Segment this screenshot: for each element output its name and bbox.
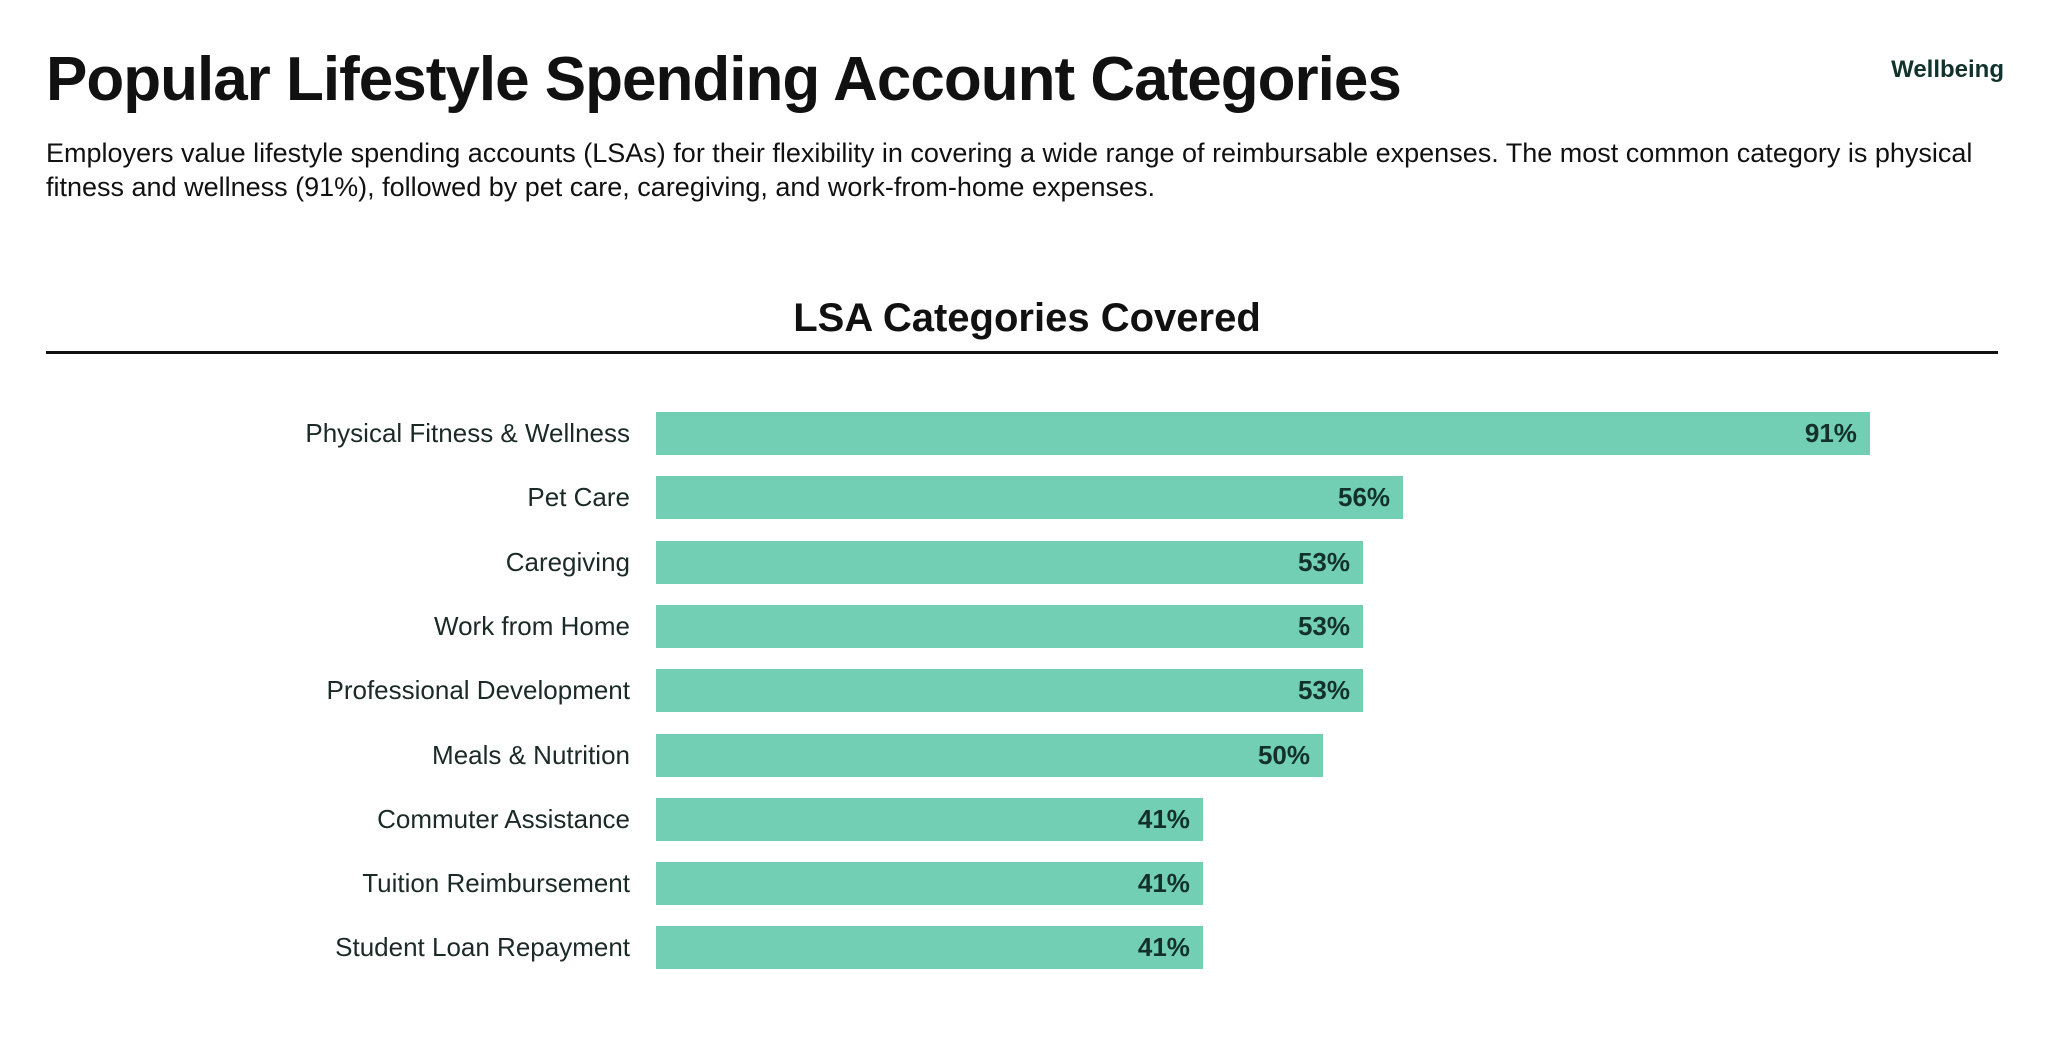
category-label: Student Loan Repayment <box>335 932 630 963</box>
bar: 53% <box>656 669 1364 713</box>
category-label: Physical Fitness & Wellness <box>305 418 630 448</box>
value-label: 53% <box>1297 675 1351 706</box>
chart-title: LSA Categories Covered <box>793 296 1261 340</box>
divider <box>46 351 1998 354</box>
category-label: Commuter Assistance <box>377 803 630 834</box>
value-label: 53% <box>1297 610 1351 641</box>
page-title: Popular Lifestyle Spending Account Categ… <box>46 45 1402 114</box>
value-label: 41% <box>1137 868 1190 899</box>
bar-row: Meals & Nutrition 50% <box>0 733 2048 777</box>
bar-row: Caregiving 53% <box>0 540 2048 584</box>
category-label: Meals & Nutrition <box>432 739 630 770</box>
bar-row: Physical Fitness & Wellness 91% <box>0 412 2048 455</box>
value-label: 50% <box>1257 739 1310 770</box>
bar-row: Professional Development 53% <box>0 669 2048 713</box>
bar-row: Tuition Reimbursement 41% <box>0 862 2048 906</box>
description: Employers value lifestyle spending accou… <box>46 138 1973 202</box>
section-tag: Wellbeing <box>1891 56 2004 83</box>
category-label: Professional Development <box>326 675 631 706</box>
value-label: 91% <box>1804 418 1857 448</box>
category-label: Tuition Reimbursement <box>362 868 630 899</box>
bar-row: Commuter Assistance 41% <box>0 797 2048 841</box>
bar: 56% <box>656 476 1404 520</box>
category-label: Work from Home <box>434 610 630 641</box>
bar: 53% <box>656 604 1364 648</box>
value-label: 41% <box>1137 932 1190 963</box>
bar: 41% <box>656 926 1203 970</box>
bar-row: Student Loan Repayment 41% <box>0 926 2048 970</box>
bar-row: Pet Care 56% <box>0 476 2048 520</box>
value-label: 53% <box>1297 546 1351 577</box>
category-label: Pet Care <box>527 482 630 513</box>
bar: 41% <box>656 797 1203 841</box>
bar: 91% <box>656 412 1870 455</box>
value-label: 41% <box>1137 803 1190 834</box>
bar: 50% <box>656 733 1323 777</box>
value-label: 56% <box>1337 482 1391 513</box>
bar-row: Work from Home 53% <box>0 604 2048 648</box>
bar: 53% <box>656 540 1364 584</box>
bar: 41% <box>656 862 1203 906</box>
category-label: Caregiving <box>505 546 630 577</box>
